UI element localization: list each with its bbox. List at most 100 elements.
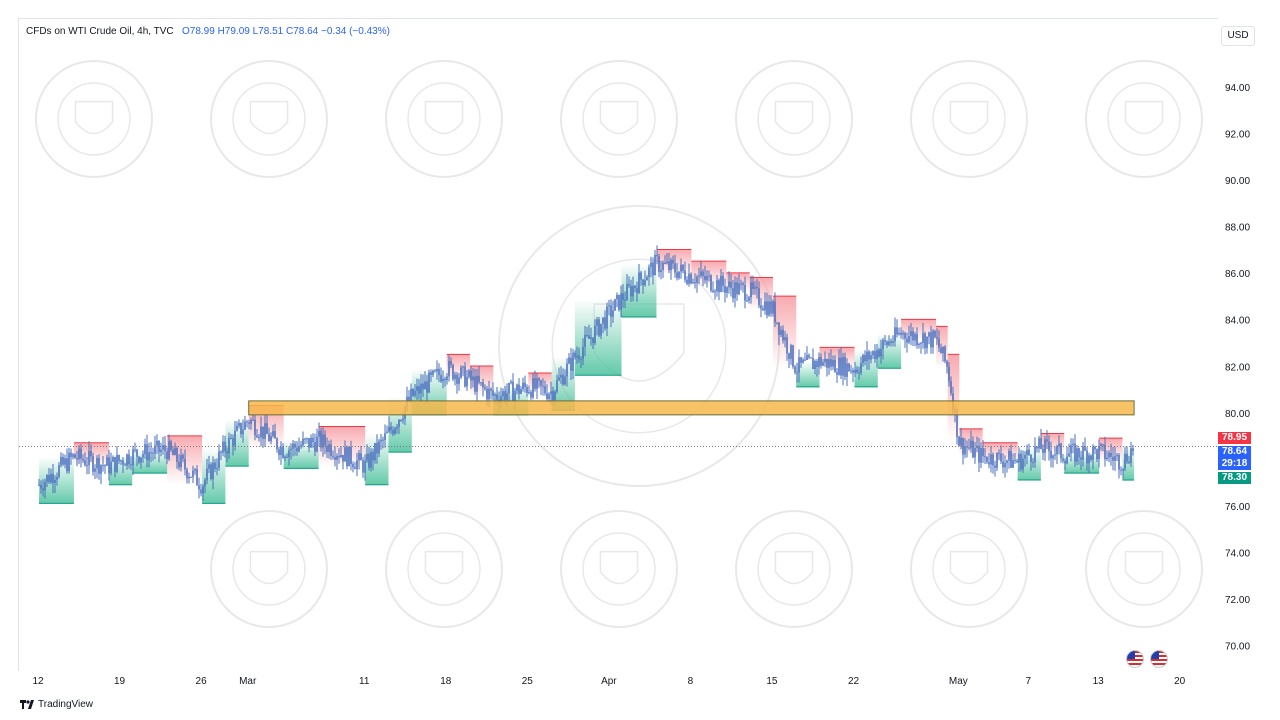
candle-body xyxy=(968,447,970,449)
trend-band-segment xyxy=(854,349,878,387)
candle-body xyxy=(90,450,92,457)
candle-body xyxy=(1018,453,1020,463)
trend-band-segment xyxy=(936,326,948,369)
watermark-seal xyxy=(735,60,853,178)
candle-body xyxy=(508,383,510,394)
candle-body xyxy=(540,380,542,386)
symbol-title[interactable]: CFDs on WTI Crude Oil, 4h, TVC xyxy=(26,26,174,37)
candle-body xyxy=(1008,450,1010,461)
candle-body xyxy=(366,453,368,461)
candle-body xyxy=(996,452,998,468)
candle-body xyxy=(766,301,768,316)
candle-body xyxy=(346,447,348,467)
trend-band-segment xyxy=(982,442,1018,462)
candle-body xyxy=(858,372,860,374)
candle-body xyxy=(1098,445,1100,459)
candle-body xyxy=(136,449,138,457)
candle-body xyxy=(958,436,960,446)
candle-body xyxy=(768,301,770,316)
candle-body xyxy=(750,282,752,298)
candle-body xyxy=(1122,468,1124,471)
candle-body xyxy=(360,453,362,461)
candle-body xyxy=(648,267,650,278)
candle-body xyxy=(168,441,170,460)
candle-body xyxy=(184,458,186,470)
candle-body xyxy=(304,438,306,440)
candle-body xyxy=(792,345,794,367)
candle-body xyxy=(570,357,572,371)
candles-layer xyxy=(38,245,1134,502)
candle-body xyxy=(940,347,942,354)
candle-body xyxy=(710,275,712,291)
tradingview-logo[interactable]: TradingView xyxy=(20,699,93,710)
candle-body xyxy=(92,456,94,472)
price-tick-label: 88.00 xyxy=(1225,223,1250,234)
time-tick-label: Apr xyxy=(601,676,617,687)
candle-body xyxy=(266,423,268,434)
candle-body xyxy=(820,357,822,366)
candle-body xyxy=(500,396,502,404)
candle-body xyxy=(970,440,972,449)
candle-body xyxy=(1082,446,1084,460)
candle-body xyxy=(144,444,146,455)
candle-body xyxy=(1092,446,1094,460)
price-axis[interactable]: 70.0072.0074.0076.0078.0080.0082.0084.00… xyxy=(1217,18,1280,670)
time-axis[interactable]: 12 19 26 Mar 11 18 25 Apr 8 15 22 May 7 13 20 xyxy=(18,670,1217,694)
candle-body xyxy=(256,435,258,438)
candle-body xyxy=(332,455,334,457)
candle-body xyxy=(218,451,220,469)
candle-body xyxy=(884,340,886,342)
candle-body xyxy=(112,457,114,462)
candle-body xyxy=(706,276,708,281)
candle-body xyxy=(1030,454,1032,462)
candle-body xyxy=(562,374,564,385)
candle-body xyxy=(964,446,966,455)
candle-body xyxy=(630,285,632,297)
candle-body xyxy=(1132,448,1134,452)
candle-body xyxy=(852,370,854,373)
candle-body xyxy=(42,488,44,491)
candle-body xyxy=(658,256,660,272)
candle-body xyxy=(1084,446,1086,451)
candle-body xyxy=(60,456,62,466)
us-flag-icon[interactable] xyxy=(1150,650,1168,668)
candle-body xyxy=(676,272,678,279)
candle-body xyxy=(688,273,690,284)
candle-body xyxy=(430,372,432,375)
watermark-seal xyxy=(210,60,328,178)
candle-body xyxy=(800,357,802,363)
candle-body xyxy=(786,337,788,354)
candle-body xyxy=(744,284,746,301)
candle-body xyxy=(268,433,270,442)
candle-body xyxy=(514,391,516,402)
candle-body xyxy=(110,461,112,474)
candle-body xyxy=(1118,455,1120,470)
price-chart[interactable] xyxy=(19,19,1218,671)
candle-body xyxy=(700,271,702,276)
candle-body xyxy=(486,388,488,400)
candle-body xyxy=(66,458,68,472)
candle-body xyxy=(950,381,952,394)
candle-body xyxy=(574,352,576,358)
time-tick-label: May xyxy=(949,676,968,687)
upper-level-badge: 78.95 xyxy=(1218,432,1251,444)
candle-body xyxy=(606,306,608,329)
candle-body xyxy=(320,430,322,448)
candle-body xyxy=(386,431,388,434)
chart-area[interactable] xyxy=(18,18,1218,671)
candle-body xyxy=(806,355,808,361)
candle-body xyxy=(100,465,102,474)
time-tick-label: 13 xyxy=(1093,676,1105,687)
currency-button[interactable]: USD xyxy=(1221,26,1255,46)
candle-body xyxy=(224,441,226,452)
candle-body xyxy=(816,360,818,367)
candle-body xyxy=(730,281,732,289)
candle-body xyxy=(932,330,934,348)
candle-body xyxy=(928,332,930,337)
candle-body xyxy=(652,262,654,276)
candle-body xyxy=(340,454,342,458)
us-flag-icon[interactable] xyxy=(1126,650,1144,668)
candle-body xyxy=(828,359,830,368)
candle-body xyxy=(326,445,328,453)
candle-body xyxy=(314,442,316,452)
